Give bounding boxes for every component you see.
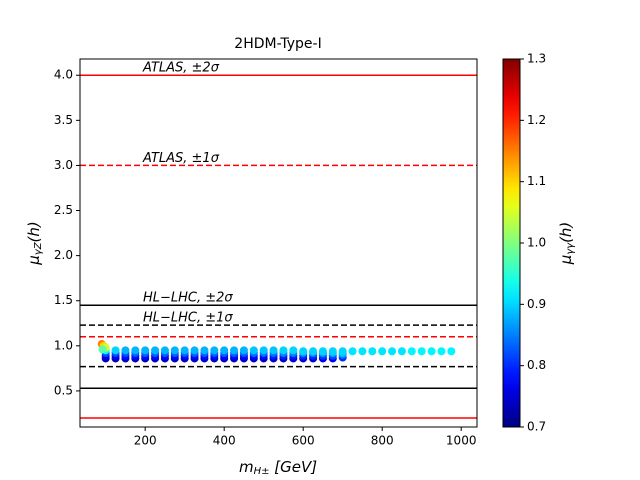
y-tick-label: 2.0 [54,248,73,262]
y-tick-label: 1.5 [54,293,73,307]
colorbar-tick-label: 1.0 [527,236,546,250]
x-label-unit: [GeV] [269,458,317,476]
scatter-point [160,346,169,355]
x-tick-label: 200 [134,434,157,448]
scatter-point [239,346,248,355]
colorbar-tick-label: 1.1 [527,174,546,188]
colorbar-tick-label: 0.8 [527,358,546,372]
plot-frame [79,58,478,428]
scatter-point [417,347,426,356]
colorbar [502,58,521,428]
scatter-point [151,346,160,355]
scatter-point [338,347,347,356]
cb-label-main: μ [557,255,575,266]
scatter-point [259,346,268,355]
colorbar-tick-label: 0.7 [527,420,546,434]
colorbar-label: μγγ(h) [557,222,577,266]
scatter-point [318,347,327,356]
scatter-point [328,347,337,356]
y-label-unit: (h) [25,221,43,242]
scatter-point [378,347,387,356]
scatter-point [289,346,298,355]
scatter-point [427,347,436,356]
scatter-point [210,346,219,355]
x-tick-label: 800 [371,434,394,448]
scatter-point [388,347,397,356]
scatter-point [407,347,416,356]
y-tick-label: 3.0 [54,158,73,172]
scatter-point [200,346,209,355]
scatter-point [447,347,456,356]
scatter-point [348,347,357,356]
line-annotation: ATLAS, ±2σ [142,61,220,76]
line-annotation: HL−LHC, ±1σ [143,311,233,326]
x-tick-label: 400 [213,434,236,448]
scatter-point [180,346,189,355]
scatter-point [368,347,377,356]
scatter-point [358,347,367,356]
scatter-point [98,345,107,354]
scatter-point [299,347,308,356]
scatter-point [249,346,258,355]
y-tick-label: 1.0 [54,338,73,352]
scatter-point [141,346,150,355]
colorbar-tick-label: 0.9 [527,297,546,311]
chart-title: 2HDM-Type-I [234,36,321,52]
line-annotation: ATLAS, ±1σ [142,151,220,166]
scatter-point [437,347,446,356]
x-axis-label: mH± [GeV] [239,458,317,478]
cb-label-sub: γγ [565,242,576,255]
y-label-main: μ [25,255,43,266]
scatter-point [397,347,406,356]
cb-label-unit: (h) [557,222,575,243]
scatter-point [131,346,140,355]
line-annotation: HL−LHC, ±2σ [143,291,233,306]
y-label-sub: γZ [33,241,44,255]
x-label-main: m [239,458,254,476]
scatter-point [190,346,199,355]
scatter-point [230,346,239,355]
scatter-point [309,347,318,356]
x-tick-label: 600 [292,434,315,448]
scatter-point [279,346,288,355]
y-tick-label: 2.5 [54,203,73,217]
colorbar-tick-label: 1.3 [527,52,546,66]
scatter-point [121,346,130,355]
y-tick-label: 3.5 [54,113,73,127]
scatter-point [170,346,179,355]
scatter-point [220,346,229,355]
y-axis-label: μγZ(h) [25,221,45,266]
x-tick-label: 1000 [446,434,477,448]
y-tick-label: 4.0 [54,68,73,82]
x-label-sub: H± [254,466,270,477]
colorbar-tick-label: 1.2 [527,113,546,127]
scatter-point [269,346,278,355]
scatter-point [111,346,120,355]
y-tick-label: 0.5 [54,383,73,397]
